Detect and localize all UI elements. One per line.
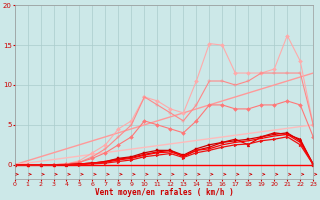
X-axis label: Vent moyen/en rafales ( km/h ): Vent moyen/en rafales ( km/h ) [94, 188, 233, 197]
